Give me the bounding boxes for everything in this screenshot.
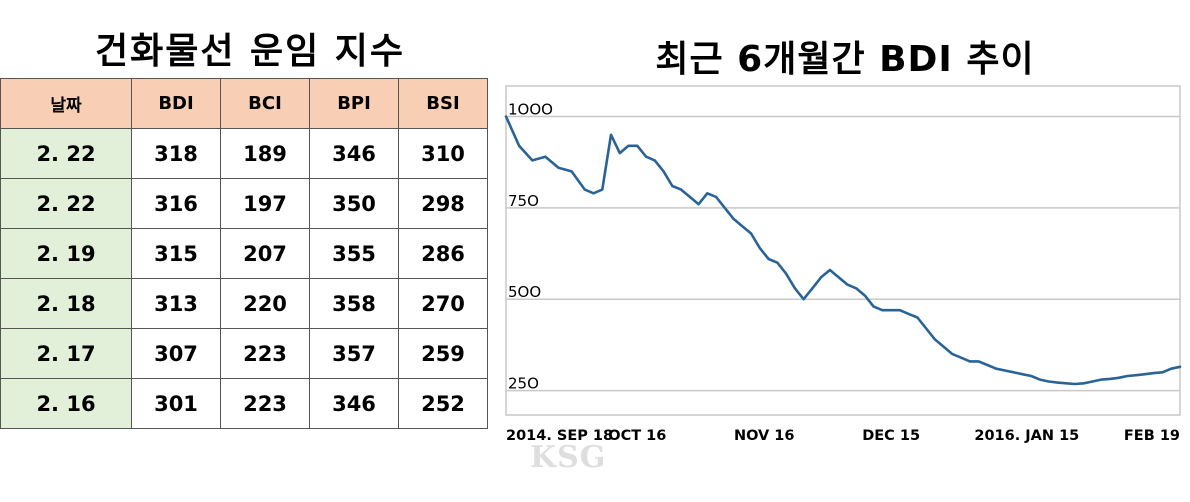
cell-bci: 197 <box>220 178 310 229</box>
cell-bsi: 286 <box>398 228 488 279</box>
x-tick-label: OCT 16 <box>608 428 666 444</box>
cell-bci: 189 <box>220 128 310 179</box>
cell-bdi: 315 <box>131 228 221 279</box>
table-row: 2. 19 315 207 355 286 <box>0 228 488 279</box>
y-tick-label: 1OOO <box>508 101 553 119</box>
cell-bsi: 252 <box>398 378 488 429</box>
table-header-row: 날짜 BDI BCI BPI BSI <box>0 78 488 129</box>
table-row: 2. 22 316 197 350 298 <box>0 178 488 229</box>
table-row: 2. 16 301 223 346 252 <box>0 378 488 429</box>
cell-bdi: 316 <box>131 178 221 229</box>
cell-bdi: 307 <box>131 328 221 379</box>
header-bci: BCI <box>220 78 310 129</box>
freight-index-table: 날짜 BDI BCI BPI BSI 2. 22 318 189 346 310… <box>0 78 488 429</box>
cell-bpi: 357 <box>309 328 399 379</box>
cell-date: 2. 22 <box>0 178 132 229</box>
table-row: 2. 18 313 220 358 270 <box>0 278 488 329</box>
y-tick-label: 75O <box>508 192 539 210</box>
x-tick-label: 2014. SEP 18 <box>506 428 613 444</box>
cell-bci: 223 <box>220 378 310 429</box>
chart-title: 최근 6개월간 BDI 추이 <box>655 39 1035 80</box>
cell-bpi: 358 <box>309 278 399 329</box>
cell-bdi: 313 <box>131 278 221 329</box>
table-title: 건화물선 운임 지수 <box>94 31 406 72</box>
cell-bsi: 310 <box>398 128 488 179</box>
header-bpi: BPI <box>309 78 399 129</box>
y-tick-label: 25O <box>508 375 539 393</box>
x-tick-label: 2016. JAN 15 <box>974 428 1079 444</box>
table-row: 2. 22 318 189 346 310 <box>0 128 488 179</box>
x-tick-label: FEB 19 <box>1124 428 1180 444</box>
cell-bci: 223 <box>220 328 310 379</box>
bdi-chart: 1OOO 75O 5OO 25O 2014. SEP 18 OCT 16 NOV 16 DEC… <box>500 80 1190 450</box>
header-date: 날짜 <box>0 78 132 129</box>
x-tick-label: NOV 16 <box>734 428 795 444</box>
header-bsi: BSI <box>398 78 488 129</box>
cell-bci: 207 <box>220 228 310 279</box>
cell-date: 2. 16 <box>0 378 132 429</box>
cell-bpi: 346 <box>309 378 399 429</box>
bdi-series-line <box>504 115 1182 386</box>
y-tick-label: 5OO <box>508 283 541 301</box>
cell-date: 2. 18 <box>0 278 132 329</box>
cell-bpi: 350 <box>309 178 399 229</box>
cell-bpi: 355 <box>309 228 399 279</box>
table-row: 2. 17 307 223 357 259 <box>0 328 488 379</box>
x-tick-label: DEC 15 <box>862 428 920 444</box>
header-bdi: BDI <box>131 78 221 129</box>
watermark-logo: KSG <box>530 440 607 475</box>
plot-frame <box>505 85 1181 416</box>
cell-bsi: 298 <box>398 178 488 229</box>
cell-bsi: 270 <box>398 278 488 329</box>
cell-bdi: 301 <box>131 378 221 429</box>
cell-bci: 220 <box>220 278 310 329</box>
cell-date: 2. 22 <box>0 128 132 179</box>
cell-bdi: 318 <box>131 128 221 179</box>
cell-bpi: 346 <box>309 128 399 179</box>
cell-date: 2. 19 <box>0 228 132 279</box>
cell-bsi: 259 <box>398 328 488 379</box>
cell-date: 2. 17 <box>0 328 132 379</box>
